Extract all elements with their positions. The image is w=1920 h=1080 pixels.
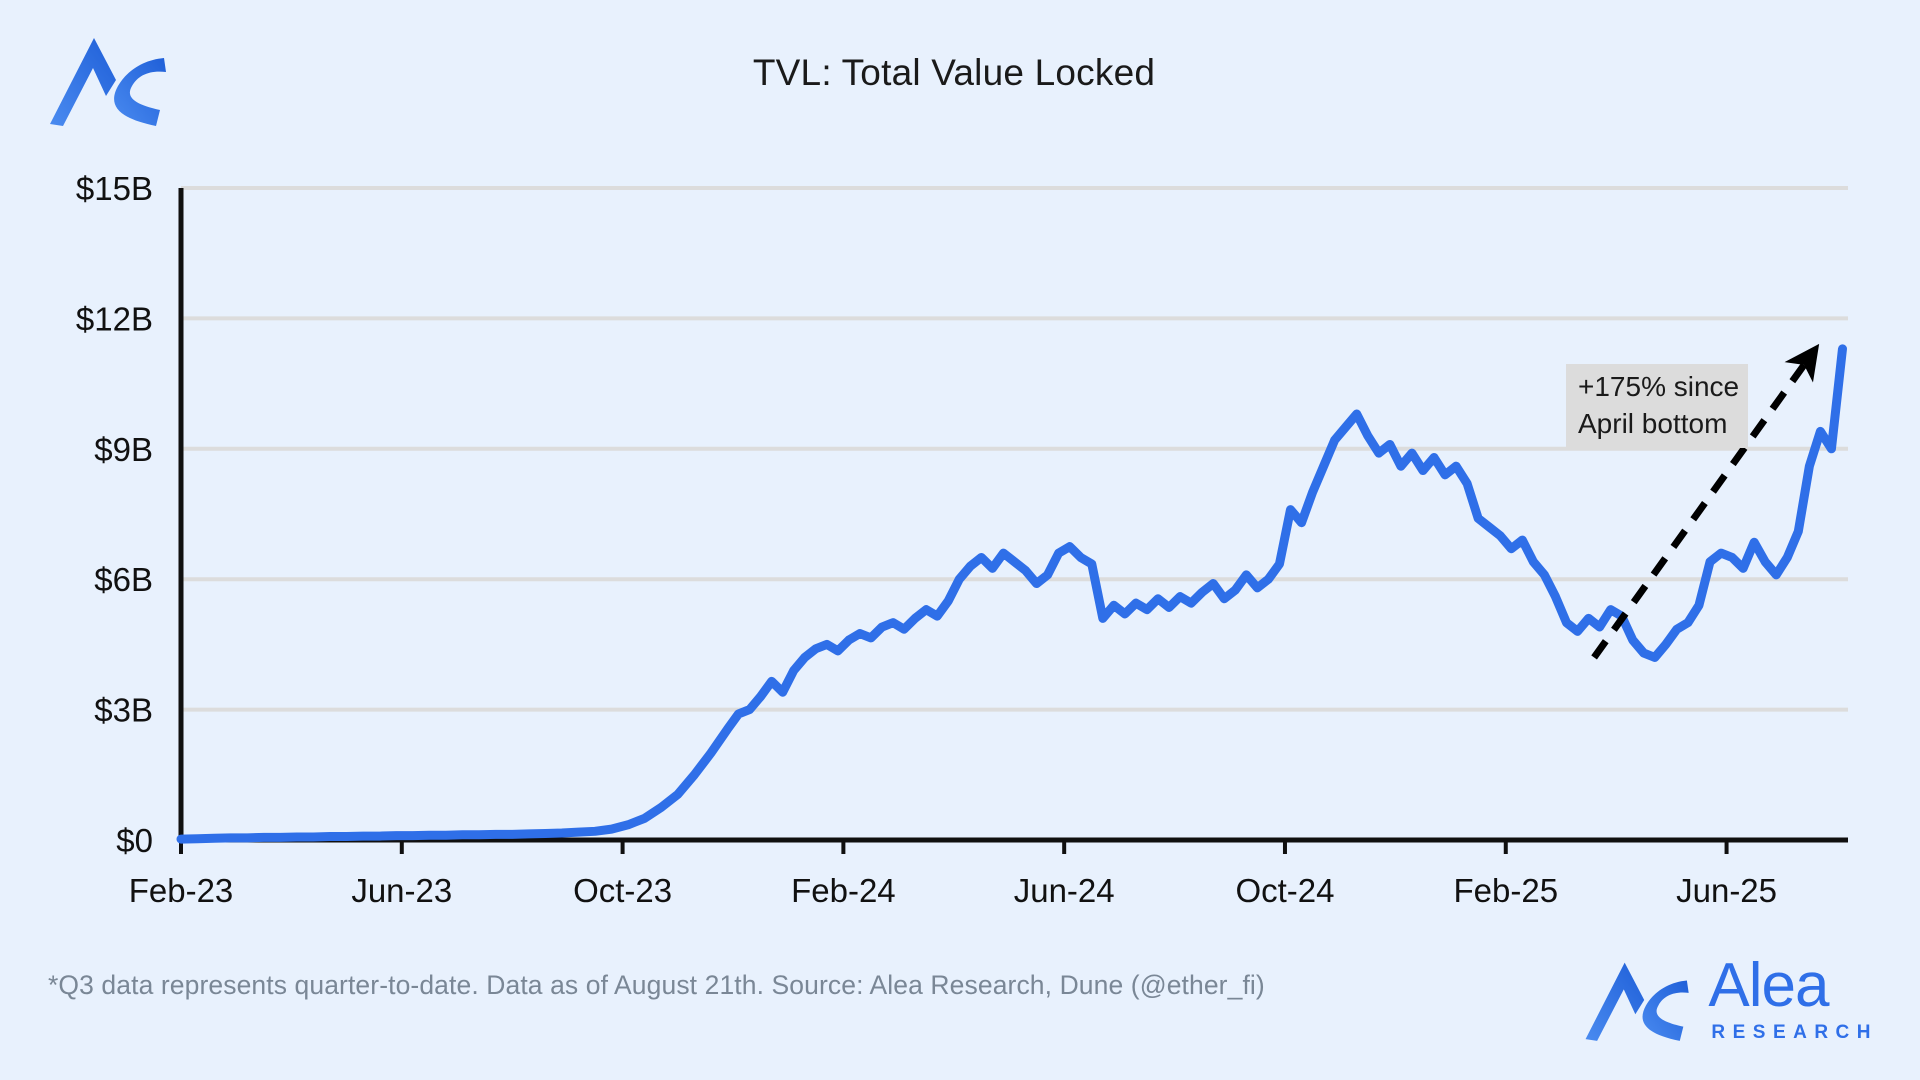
series-line-tvl <box>176 344 1847 844</box>
x-axis-tick-label: Jun-23 <box>351 872 452 909</box>
x-axis-ticks: Feb-23 Jun-23 Oct-23 Feb-24 Jun-24 Oct-24 Feb-… <box>129 840 1777 909</box>
y-axis-tick-label: $6B <box>94 561 153 598</box>
annotation-box <box>1566 364 1748 448</box>
chart-title: TVL: Total Value Locked <box>0 52 1920 94</box>
x-axis-tick-label: Feb-23 <box>129 872 234 909</box>
x-axis-tick-label: Feb-24 <box>791 872 896 909</box>
y-axis-tick-label: $0 <box>116 822 153 859</box>
x-axis-tick-label: Feb-25 <box>1453 872 1558 909</box>
footnote-text: *Q3 data represents quarter-to-date. Dat… <box>48 970 1265 1000</box>
x-axis-tick-label: Jun-25 <box>1676 872 1777 909</box>
y-axis-ticks: $0 $3B $6B $9B $12B $15B <box>76 170 153 859</box>
x-axis-tick-label: Oct-24 <box>1235 872 1334 909</box>
y-axis-tick-label: $3B <box>94 692 153 729</box>
trend-arrow-annotation <box>1591 343 1820 660</box>
alea-logo-mark-icon <box>1582 954 1694 1046</box>
alea-logo-mark-icon <box>46 30 172 130</box>
annotation-line-1: +175% since <box>1578 371 1739 402</box>
y-axis-tick-label: $9B <box>94 431 153 468</box>
alea-research-logo: Alea RESEARCH <box>1582 942 1878 1058</box>
y-axis-tick-label: $15B <box>76 170 153 207</box>
gridlines <box>181 186 1848 712</box>
brand-wordmark: Alea RESEARCH <box>1708 951 1878 1044</box>
y-axis-tick-label: $12B <box>76 300 153 337</box>
brand-subtitle: RESEARCH <box>1711 1021 1878 1043</box>
annotation-callout: +175% since April bottom <box>1566 364 1748 448</box>
brand-name: Alea <box>1708 951 1829 1021</box>
chart-title-text: TVL: Total Value Locked <box>752 52 1156 93</box>
annotation-line-2: April bottom <box>1578 408 1727 439</box>
x-axis-tick-label: Oct-23 <box>573 872 672 909</box>
x-axis-tick-label: Jun-24 <box>1014 872 1115 909</box>
